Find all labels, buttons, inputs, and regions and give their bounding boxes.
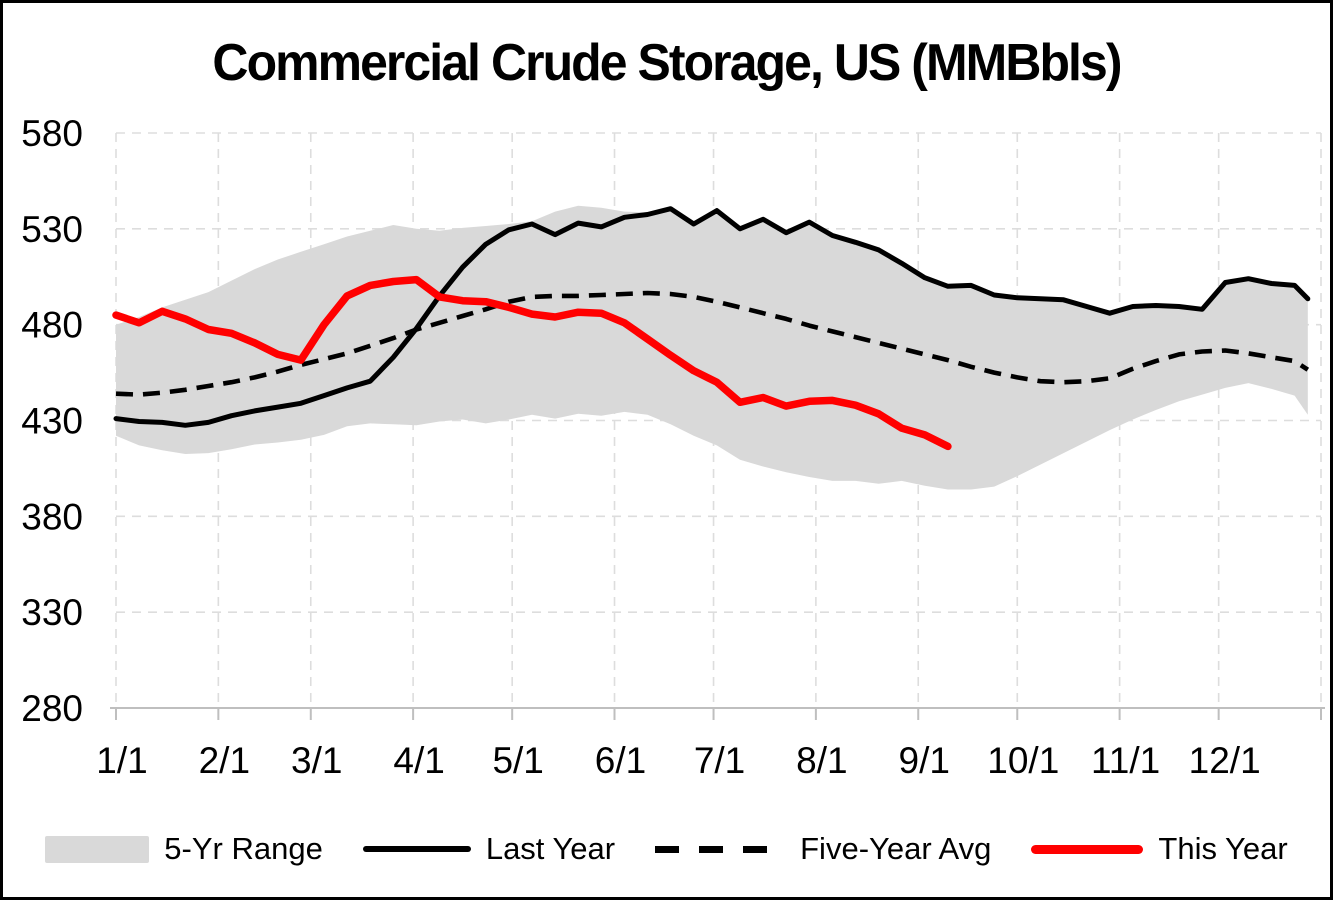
dashed-line-swatch-icon — [655, 845, 786, 853]
chart-canvas: 580 530 480 430 380 330 280 1/1 2/1 3/1 4/1 5/1 6/1 7… — [21, 113, 1325, 781]
red-line-swatch-icon — [1031, 844, 1144, 854]
legend-label: Last Year — [485, 831, 616, 866]
legend-item-last-year: Last Year — [362, 831, 616, 867]
this-year-line — [112, 275, 952, 451]
legend-label: Five-Year Avg — [800, 831, 992, 866]
x-tick-label: 9/1 — [899, 740, 950, 781]
chart-title: Commercial Crude Storage, US (MMBbls) — [212, 34, 1122, 92]
legend-item-range: 5-Yr Range — [45, 831, 323, 867]
x-tick-label: 4/1 — [393, 740, 444, 781]
range-swatch-icon — [45, 835, 150, 863]
legend-label: This Year — [1158, 831, 1288, 866]
y-axis-labels: 580 530 480 430 380 330 280 — [21, 113, 83, 729]
x-tick-label: 7/1 — [694, 740, 745, 781]
y-tick-label: 380 — [21, 496, 83, 537]
y-tick-label: 280 — [21, 688, 83, 729]
x-axis-labels: 1/1 2/1 3/1 4/1 5/1 6/1 7/1 8/1 9/1 10/1 11/1 12/1 — [96, 740, 1260, 781]
x-tick-label: 11/1 — [1091, 740, 1160, 781]
x-axis — [110, 707, 1325, 720]
legend-item-this-year: This Year — [1031, 831, 1288, 867]
y-tick-label: 530 — [21, 209, 83, 250]
solid-line-swatch-icon — [362, 846, 471, 852]
x-tick-label: 6/1 — [595, 740, 646, 781]
legend-item-five-year-avg: Five-Year Avg — [655, 831, 991, 867]
last-year-line — [113, 206, 1311, 428]
x-tick-label: 10/1 — [987, 740, 1059, 781]
five-year-avg-line — [115, 290, 1310, 397]
x-tick-label: 2/1 — [199, 740, 250, 781]
x-tick-label: 12/1 — [1189, 740, 1261, 781]
x-tick-label: 3/1 — [291, 740, 342, 781]
range-band — [116, 205, 1308, 490]
legend-label: 5-Yr Range — [164, 831, 323, 866]
x-tick-label: 5/1 — [492, 740, 543, 781]
y-tick-label: 580 — [21, 113, 83, 154]
legend: 5-Yr Range Last Year Five-Year Avg This … — [3, 831, 1330, 867]
y-tick-label: 330 — [21, 592, 83, 633]
y-tick-label: 430 — [21, 401, 83, 442]
x-tick-label: 8/1 — [796, 740, 847, 781]
y-tick-label: 480 — [21, 305, 83, 346]
x-tick-label: 1/1 — [96, 740, 147, 781]
